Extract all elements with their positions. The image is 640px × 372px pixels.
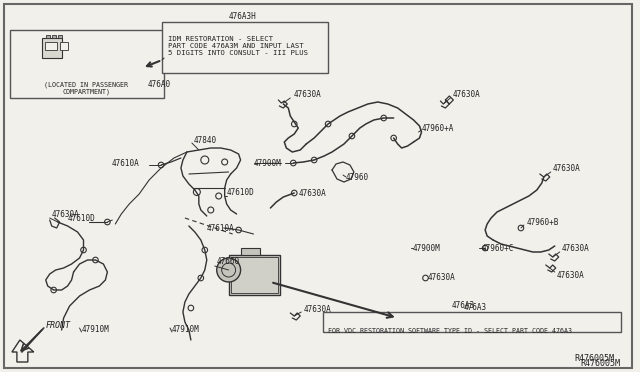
Bar	[230, 257, 278, 293]
Bar	[10, 30, 164, 98]
Bar	[241, 248, 260, 255]
Text: 47660: 47660	[217, 257, 240, 266]
Text: 47840: 47840	[194, 135, 217, 144]
Text: 47960+B: 47960+B	[527, 218, 559, 227]
Bar	[45, 42, 57, 50]
Text: 47960+C: 47960+C	[481, 244, 513, 253]
Text: 47630A: 47630A	[553, 164, 580, 173]
Bar	[42, 38, 61, 58]
Text: 47630A: 47630A	[303, 305, 331, 314]
Text: 47960+A: 47960+A	[422, 124, 454, 132]
Bar	[60, 42, 68, 50]
Text: 47630A: 47630A	[293, 90, 321, 99]
Text: 47630A: 47630A	[298, 189, 326, 198]
Bar	[52, 35, 56, 38]
Text: 47630A: 47630A	[428, 273, 455, 282]
Text: 47610A: 47610A	[207, 224, 234, 232]
Text: FRONT: FRONT	[45, 321, 71, 330]
Text: FOR VDC RESTORATION SOFTWARE TYPE ID - SELECT PART CODE 476A3: FOR VDC RESTORATION SOFTWARE TYPE ID - S…	[328, 328, 572, 334]
Text: 47630A: 47630A	[452, 90, 480, 99]
Text: 476A3H: 476A3H	[228, 12, 257, 20]
Text: 476A0: 476A0	[147, 80, 170, 89]
Circle shape	[217, 258, 241, 282]
Text: 47910M: 47910M	[81, 326, 109, 334]
Text: 476A3: 476A3	[452, 301, 475, 310]
Text: (LOCATED IN PASSENGER
COMPARTMENT): (LOCATED IN PASSENGER COMPARTMENT)	[45, 81, 129, 95]
Text: 47900M: 47900M	[413, 244, 440, 253]
Text: 47900M: 47900M	[253, 158, 281, 167]
Text: 47610D: 47610D	[227, 187, 255, 196]
Text: IDM RESTORATION - SELECT
PART CODE 476A3M AND INPUT LAST
5 DIGITS INTO CONSULT -: IDM RESTORATION - SELECT PART CODE 476A3…	[168, 36, 308, 56]
Text: 47910M: 47910M	[172, 326, 200, 334]
Bar	[45, 35, 50, 38]
Text: 47630A: 47630A	[562, 244, 589, 253]
Text: R476005M: R476005M	[580, 359, 620, 368]
Bar	[58, 35, 61, 38]
Text: 47610D: 47610D	[68, 214, 95, 222]
Bar	[228, 255, 280, 295]
Text: 47610A: 47610A	[111, 158, 139, 167]
Bar	[323, 312, 621, 332]
Text: 47630A: 47630A	[557, 270, 584, 279]
Text: 47960: 47960	[346, 173, 369, 182]
Text: 476A3: 476A3	[463, 302, 486, 311]
Bar	[162, 22, 328, 73]
Text: 47630A: 47630A	[52, 209, 79, 218]
Text: R476005M: R476005M	[574, 354, 614, 363]
